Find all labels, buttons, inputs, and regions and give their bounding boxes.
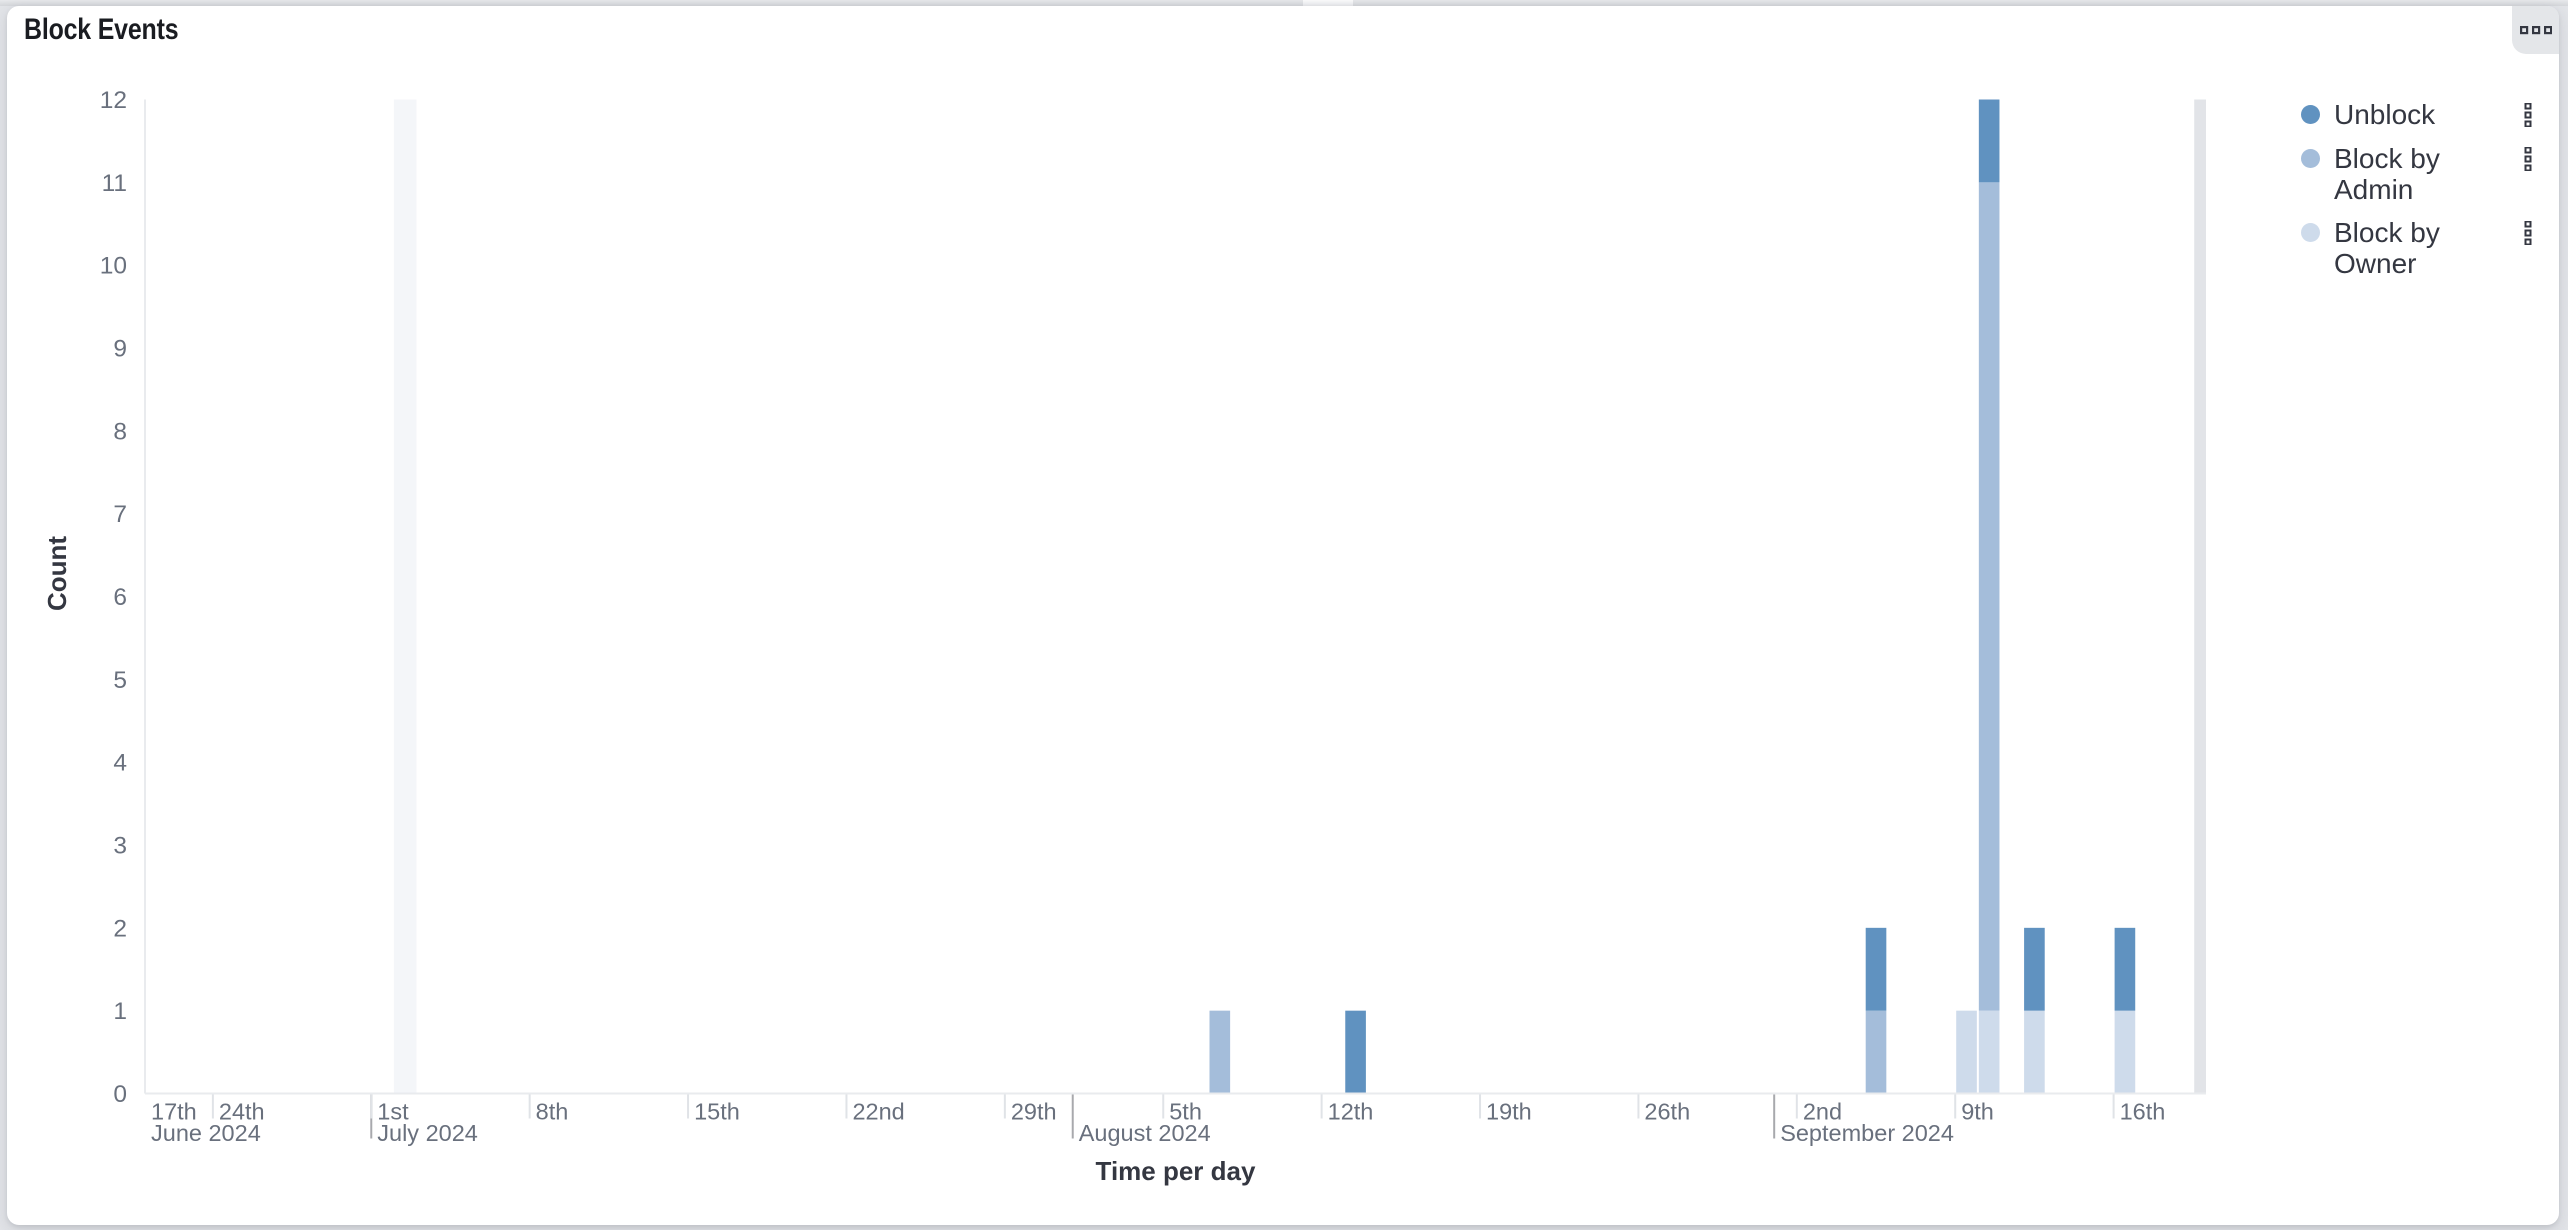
legend-item-unblock[interactable]: Unblock xyxy=(2296,99,2560,130)
block-events-chart: June 2024 July 2024 August 2024 September 2… xyxy=(100,87,2206,1146)
x-axis-day-label: 24th xyxy=(219,1099,265,1125)
y-axis-label: 7 xyxy=(113,501,127,528)
bar-segment-unblock-2024-09-12[interactable] xyxy=(2024,927,2045,1011)
boxes-vertical-icon xyxy=(2524,103,2532,127)
x-axis-month-label: August 2024 xyxy=(1079,1120,1211,1146)
x-axis-day-label: 8th xyxy=(536,1099,569,1125)
x-axis-month-label: July 2024 xyxy=(377,1120,478,1146)
bar-segment-block-by-owner-2024-09-12[interactable] xyxy=(2024,1010,2045,1094)
bar-segment-unblock-2024-08-13[interactable] xyxy=(1345,1010,1366,1094)
legend-color-dot[interactable] xyxy=(2301,105,2320,124)
y-axis-label: 12 xyxy=(100,87,127,114)
legend-item-actions-button[interactable] xyxy=(2514,219,2542,247)
legend-item-label[interactable]: Block by Owner xyxy=(2334,217,2440,279)
bar-segment-unblock-2024-09-16[interactable] xyxy=(2114,927,2136,1011)
bar-segment-block-by-admin-2024-08-07[interactable] xyxy=(1209,1010,1231,1094)
legend-color-dot[interactable] xyxy=(2301,223,2320,242)
legend-item-block-by-admin[interactable]: Block by Admin xyxy=(2296,143,2560,205)
bar-segment-block-by-admin-2024-09-10[interactable] xyxy=(1978,182,2000,1011)
boxes-horizontal-icon xyxy=(2519,26,2552,35)
y-axis-label: 8 xyxy=(113,418,127,445)
x-axis-day-label: 22nd xyxy=(852,1099,904,1125)
y-axis-label: 4 xyxy=(113,750,127,777)
legend-item-actions-button[interactable] xyxy=(2514,145,2542,173)
x-axis-day-label: 5th xyxy=(1169,1099,1202,1125)
y-axis-label: 10 xyxy=(100,253,127,280)
x-axis-title: Time per day xyxy=(1095,1156,1256,1186)
bar-segment-block-by-admin-2024-09-05[interactable] xyxy=(1865,1010,1887,1094)
legend-item-block-by-owner[interactable]: Block by Owner xyxy=(2296,217,2560,279)
x-axis-day-label: 29th xyxy=(1011,1099,1057,1125)
boxes-vertical-icon xyxy=(2524,146,2532,171)
legend-item-actions-button[interactable] xyxy=(2514,101,2542,129)
x-axis-day-label: 9th xyxy=(1961,1099,1994,1125)
x-axis-day-label: 19th xyxy=(1486,1099,1532,1125)
x-axis-day-label: 26th xyxy=(1644,1099,1690,1125)
x-axis-month-label: June 2024 xyxy=(151,1120,261,1146)
block-events-panel: Block Events Count June 2024 July 2024 Aug… xyxy=(7,6,2559,1225)
legend-item-label[interactable]: Block by Admin xyxy=(2334,142,2440,205)
x-axis-day-label: 2nd xyxy=(1803,1099,1842,1125)
bar-segment-unblock-2024-09-05[interactable] xyxy=(1865,927,1887,1011)
y-axis-label: 9 xyxy=(113,336,127,363)
y-axis-label: 11 xyxy=(102,170,127,197)
x-axis-day-label: 15th xyxy=(694,1099,740,1125)
panel-options-button[interactable] xyxy=(2512,6,2559,54)
y-axis-label: 1 xyxy=(113,998,127,1025)
bar-segment-block-by-owner-2024-09-10[interactable] xyxy=(1978,1010,2000,1094)
x-axis-day-label: 16th xyxy=(2120,1099,2166,1125)
y-axis-label: 6 xyxy=(113,584,127,611)
boxes-vertical-icon xyxy=(2524,221,2532,245)
highlighted-bucket-band xyxy=(393,99,417,1094)
y-axis-label: 2 xyxy=(113,915,127,942)
bar-segment-block-by-owner-2024-09-16[interactable] xyxy=(2114,1010,2136,1094)
legend-item-label[interactable]: Unblock xyxy=(2334,99,2436,130)
x-axis-day-label: 17th xyxy=(151,1099,197,1125)
y-axis-label: 3 xyxy=(113,833,127,860)
page-background-top xyxy=(0,0,2568,6)
x-axis-day-label: 12th xyxy=(1328,1099,1374,1125)
bar-segment-unblock-2024-09-10[interactable] xyxy=(1978,99,2000,183)
x-axis-day-label: 1st xyxy=(377,1099,409,1125)
y-axis-label: 5 xyxy=(113,667,127,694)
bar-segment-block-by-owner-2024-09-09[interactable] xyxy=(1956,1010,1977,1094)
panel-title: Block Events xyxy=(24,13,179,46)
legend-color-dot[interactable] xyxy=(2301,148,2320,168)
chart-legend: Unblock Block by Admin Block by Owner xyxy=(2296,99,2560,292)
y-axis-label: 0 xyxy=(113,1081,127,1108)
x-axis-month-label: September 2024 xyxy=(1780,1120,1954,1146)
page-panel-gap-above xyxy=(1303,0,1353,6)
partial-bucket-endzone-band xyxy=(2194,99,2206,1094)
